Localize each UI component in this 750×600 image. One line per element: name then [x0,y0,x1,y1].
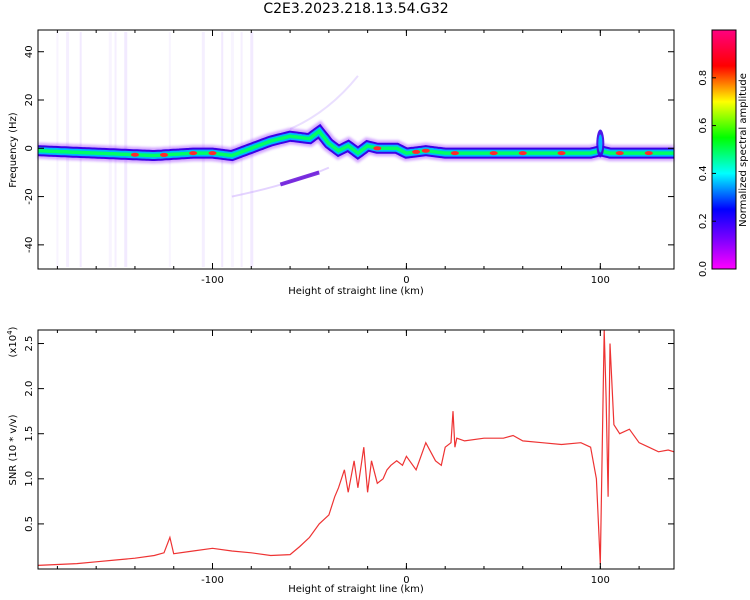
ridge-peak [421,148,430,153]
ridge-peak [615,151,624,156]
ridge-peak [373,146,382,151]
ridge-peak [489,151,498,156]
x-tick-label: 100 [591,575,610,586]
x-tick-label: -100 [201,575,224,586]
colorbar-tick-label: 0.0 [698,261,709,277]
snr-scale-suffix: ) [8,326,19,330]
spectrogram-frame [37,29,675,270]
snr-scale-note: (x104) [6,326,19,357]
snr-frame [37,329,675,570]
x-tick-label: 0 [403,275,409,286]
svg-text:(x104): (x104) [6,326,19,357]
colorbar-tick-label: 0.8 [698,70,709,86]
snr-ticks: -100 0 100 0.5 1.0 1.5 2.0 2.5 [24,330,674,586]
ridge-inner [37,129,674,158]
y-tick-label: 20 [24,94,35,107]
ridge-peak [412,149,421,154]
colorbar-tick-label: 0.4 [698,165,709,181]
y-tick-label: 2.0 [24,381,35,397]
ridge-peak [450,151,459,156]
x-tick-label: 0 [403,575,409,586]
ridge-peak [557,151,566,156]
ridge-peak [208,151,217,156]
snr-plot-area [37,329,675,566]
colorbar-ticks: 0.0 0.2 0.4 0.6 0.8 [698,70,716,277]
spectrogram-panel: -100 0 100 -40 -20 0 20 40 Height of straight l… [8,29,675,297]
colorbar: 0.0 0.2 0.4 0.6 0.8 Normalized spectral ampl… [698,29,749,277]
colorbar-gradient [711,29,737,270]
burst-inner [598,134,603,153]
colorbar-label: Normalized spectral amplitude [738,73,749,227]
colorbar-tick-label: 0.6 [698,118,709,134]
ridge-peak [518,151,527,156]
upper-arc [289,75,359,130]
x-tick-label: -100 [201,275,224,286]
figure-title: C2E3.2023.218.13.54.G32 [263,1,449,17]
snr-scale-prefix: (x10 [8,335,19,358]
snr-y-axis-label: SNR (10 * v/v) [8,414,19,485]
y-tick-label: -20 [24,188,35,204]
ridge-peak [160,152,169,157]
spectrogram-plot-area [37,32,674,267]
colorbar-tick-label: 0.2 [698,213,709,229]
y-tick-label: -40 [24,237,35,253]
y-tick-label: 0 [24,145,35,151]
snr-panel: -100 0 100 0.5 1.0 1.5 2.0 2.5 Height of straig… [6,326,675,595]
secondary-branch [279,170,320,187]
ridge-peak [189,151,198,156]
ridge-peak [130,152,139,157]
snr-scale-exponent: 4 [6,330,14,335]
spectrogram-ticks: -100 0 100 -40 -20 0 20 40 [24,30,674,286]
y-tick-label: 0.5 [24,516,35,532]
ridge-peak [644,151,653,156]
y-tick-label: 1.0 [24,471,35,487]
y-tick-label: 40 [24,45,35,58]
y-tick-label: 1.5 [24,426,35,442]
spectrogram-y-axis-label: Frequency (Hz) [8,112,19,188]
spectrogram-x-axis-label: Height of straight line (km) [288,286,424,297]
snr-plot-background [38,330,674,569]
snr-x-axis-label: Height of straight line (km) [288,584,424,595]
y-tick-label: 2.5 [24,336,35,352]
x-tick-label: 100 [591,275,610,286]
snr-line [37,329,675,566]
